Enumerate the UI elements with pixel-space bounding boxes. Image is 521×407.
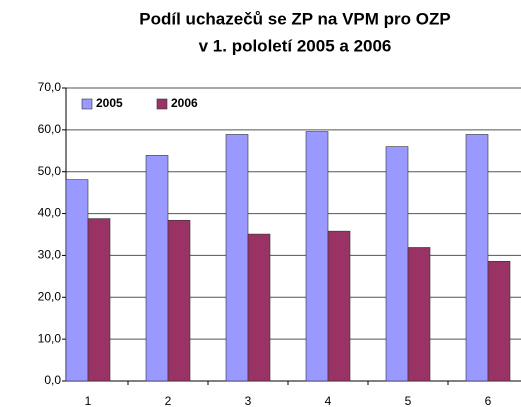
y-tick-label: 20,0: [38, 289, 62, 303]
legend-swatch: [81, 98, 93, 110]
legend-label: 2005: [96, 96, 123, 110]
y-tick-label: 60,0: [38, 122, 62, 136]
x-tick-label: 5: [405, 394, 412, 407]
bar: [407, 247, 431, 382]
bar: [385, 146, 409, 382]
bar: [145, 155, 169, 382]
bar: [305, 131, 329, 382]
bar: [487, 260, 511, 382]
bar: [65, 179, 89, 382]
y-tick-label: 30,0: [38, 248, 62, 262]
bar: [87, 218, 111, 382]
bar: [167, 219, 191, 382]
bar: [327, 230, 351, 382]
chart-subtitle: v 1. pololetí 2005 a 2006: [199, 36, 392, 55]
x-tick-label: 4: [325, 394, 332, 407]
x-tick-label: 3: [245, 394, 252, 407]
legend-swatch: [156, 98, 168, 110]
y-tick-label: 40,0: [38, 206, 62, 220]
y-tick-label: 10,0: [38, 331, 62, 345]
bar: [225, 134, 249, 382]
x-tick-label: 6: [485, 394, 492, 407]
chart-title: Podíl uchazečů se ZP na VPM pro OZP: [139, 9, 450, 28]
y-tick-label: 50,0: [38, 164, 62, 178]
y-tick-label: 0,0: [44, 373, 61, 387]
legend-label: 2006: [171, 96, 198, 110]
x-tick-label: 2: [165, 394, 172, 407]
y-tick-label: 70,0: [38, 80, 62, 94]
x-tick-label: 1: [85, 394, 92, 407]
bar: [247, 233, 271, 382]
bar: [465, 134, 489, 382]
